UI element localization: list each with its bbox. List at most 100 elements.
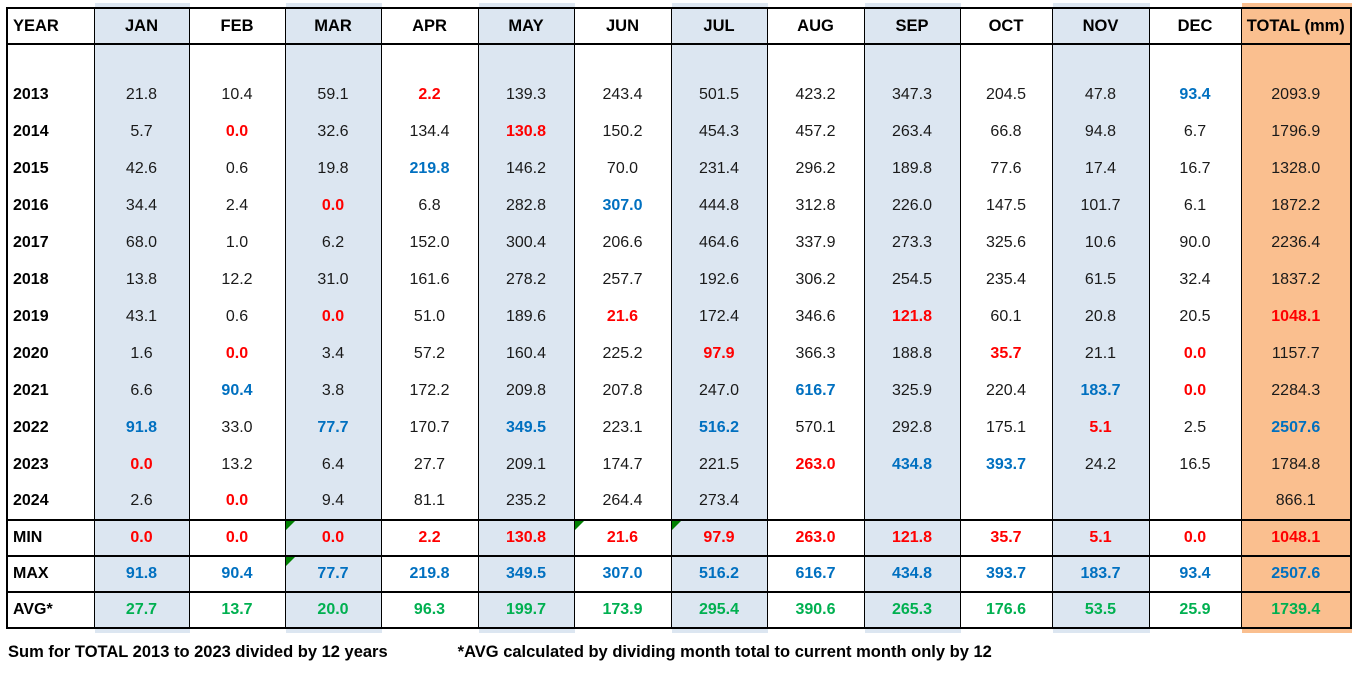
cell-2023-mar[interactable]: 6.4 [284, 446, 382, 483]
cell-min-feb[interactable]: 0.0 [188, 519, 286, 557]
cell-2015-sep[interactable]: 189.8 [863, 150, 961, 187]
cell-2018-nov[interactable]: 61.5 [1051, 261, 1150, 298]
row-label-2024[interactable]: 2024 [6, 483, 95, 520]
cell-2014-jan[interactable]: 5.7 [93, 113, 190, 150]
cell-2024-may[interactable]: 235.2 [477, 483, 575, 520]
cell-blank-total[interactable] [1240, 44, 1352, 76]
cell-2019-total[interactable]: 1048.1 [1240, 298, 1352, 335]
cell-2013-feb[interactable]: 10.4 [188, 76, 286, 113]
cell-2021-oct[interactable]: 220.4 [959, 372, 1053, 409]
cell-min-mar[interactable]: 0.0 [284, 519, 382, 557]
cell-2020-nov[interactable]: 21.1 [1051, 335, 1150, 372]
cell-2024-total[interactable]: 866.1 [1240, 483, 1352, 520]
cell-2014-sep[interactable]: 263.4 [863, 113, 961, 150]
cell-2023-jan[interactable]: 0.0 [93, 446, 190, 483]
cell-2024-aug[interactable] [766, 483, 865, 520]
cell-2015-apr[interactable]: 219.8 [380, 150, 479, 187]
cell-2017-jan[interactable]: 68.0 [93, 224, 190, 261]
cell-min-total[interactable]: 1048.1 [1240, 519, 1352, 557]
cell-max-nov[interactable]: 183.7 [1051, 556, 1150, 593]
cell-blank-sep[interactable] [863, 44, 961, 76]
cell-2018-jun[interactable]: 257.7 [573, 261, 672, 298]
cell-2015-oct[interactable]: 77.6 [959, 150, 1053, 187]
cell-2018-may[interactable]: 278.2 [477, 261, 575, 298]
column-header-year[interactable]: YEAR [6, 8, 95, 45]
cell-blank-may[interactable] [477, 44, 575, 76]
cell-blank-oct[interactable] [959, 44, 1053, 76]
cell-max-oct[interactable]: 393.7 [959, 556, 1053, 593]
cell-2024-jul[interactable]: 273.4 [670, 483, 768, 520]
cell-2019-nov[interactable]: 20.8 [1051, 298, 1150, 335]
cell-2024-oct[interactable] [959, 483, 1053, 520]
row-label-2023[interactable]: 2023 [6, 446, 95, 483]
row-label-2013[interactable]: 2013 [6, 76, 95, 113]
column-header-may[interactable]: MAY [477, 8, 575, 45]
row-label-2020[interactable]: 2020 [6, 335, 95, 372]
cell-blank-mar[interactable] [284, 44, 382, 76]
row-label-2018[interactable]: 2018 [6, 261, 95, 298]
cell-2023-jul[interactable]: 221.5 [670, 446, 768, 483]
cell-2015-dec[interactable]: 16.7 [1148, 150, 1242, 187]
cell-2016-may[interactable]: 282.8 [477, 187, 575, 224]
cell-min-aug[interactable]: 263.0 [766, 519, 865, 557]
cell-2016-sep[interactable]: 226.0 [863, 187, 961, 224]
cell-blank-jun[interactable] [573, 44, 672, 76]
row-label-2014[interactable]: 2014 [6, 113, 95, 150]
cell-2018-apr[interactable]: 161.6 [380, 261, 479, 298]
cell-2014-total[interactable]: 1796.9 [1240, 113, 1352, 150]
column-header-oct[interactable]: OCT [959, 8, 1053, 45]
column-header-mar[interactable]: MAR [284, 8, 382, 45]
cell-2016-feb[interactable]: 2.4 [188, 187, 286, 224]
cell-2021-jan[interactable]: 6.6 [93, 372, 190, 409]
cell-2019-jan[interactable]: 43.1 [93, 298, 190, 335]
row-label-min[interactable]: MIN [6, 519, 95, 557]
cell-2014-aug[interactable]: 457.2 [766, 113, 865, 150]
column-header-jan[interactable]: JAN [93, 8, 190, 45]
column-header-total[interactable]: TOTAL (mm) [1240, 8, 1352, 45]
cell-2023-total[interactable]: 1784.8 [1240, 446, 1352, 483]
cell-max-aug[interactable]: 616.7 [766, 556, 865, 593]
cell-2016-oct[interactable]: 147.5 [959, 187, 1053, 224]
cell-2021-total[interactable]: 2284.3 [1240, 372, 1352, 409]
cell-max-jul[interactable]: 516.2 [670, 556, 768, 593]
cell-max-feb[interactable]: 90.4 [188, 556, 286, 593]
cell-2019-feb[interactable]: 0.6 [188, 298, 286, 335]
cell-2022-jun[interactable]: 223.1 [573, 409, 672, 446]
cell-2024-sep[interactable] [863, 483, 961, 520]
cell-avg-feb[interactable]: 13.7 [188, 592, 286, 629]
cell-2013-may[interactable]: 139.3 [477, 76, 575, 113]
cell-2015-jul[interactable]: 231.4 [670, 150, 768, 187]
cell-min-oct[interactable]: 35.7 [959, 519, 1053, 557]
cell-2024-apr[interactable]: 81.1 [380, 483, 479, 520]
cell-2019-dec[interactable]: 20.5 [1148, 298, 1242, 335]
cell-2013-aug[interactable]: 423.2 [766, 76, 865, 113]
cell-2022-apr[interactable]: 170.7 [380, 409, 479, 446]
cell-2015-nov[interactable]: 17.4 [1051, 150, 1150, 187]
cell-avg-jun[interactable]: 173.9 [573, 592, 672, 629]
cell-2016-mar[interactable]: 0.0 [284, 187, 382, 224]
cell-2024-jan[interactable]: 2.6 [93, 483, 190, 520]
cell-2021-feb[interactable]: 90.4 [188, 372, 286, 409]
cell-2016-jan[interactable]: 34.4 [93, 187, 190, 224]
cell-2018-dec[interactable]: 32.4 [1148, 261, 1242, 298]
cell-avg-nov[interactable]: 53.5 [1051, 592, 1150, 629]
cell-avg-jul[interactable]: 295.4 [670, 592, 768, 629]
cell-2023-jun[interactable]: 174.7 [573, 446, 672, 483]
cell-2017-may[interactable]: 300.4 [477, 224, 575, 261]
column-header-nov[interactable]: NOV [1051, 8, 1150, 45]
cell-2021-may[interactable]: 209.8 [477, 372, 575, 409]
column-header-sep[interactable]: SEP [863, 8, 961, 45]
cell-2020-oct[interactable]: 35.7 [959, 335, 1053, 372]
cell-2013-apr[interactable]: 2.2 [380, 76, 479, 113]
cell-2013-nov[interactable]: 47.8 [1051, 76, 1150, 113]
cell-2021-sep[interactable]: 325.9 [863, 372, 961, 409]
cell-max-sep[interactable]: 434.8 [863, 556, 961, 593]
row-label-2015[interactable]: 2015 [6, 150, 95, 187]
cell-2024-jun[interactable]: 264.4 [573, 483, 672, 520]
cell-2020-feb[interactable]: 0.0 [188, 335, 286, 372]
cell-2022-oct[interactable]: 175.1 [959, 409, 1053, 446]
cell-2019-mar[interactable]: 0.0 [284, 298, 382, 335]
cell-2018-mar[interactable]: 31.0 [284, 261, 382, 298]
cell-2020-total[interactable]: 1157.7 [1240, 335, 1352, 372]
row-label-avg[interactable]: AVG* [6, 592, 95, 629]
